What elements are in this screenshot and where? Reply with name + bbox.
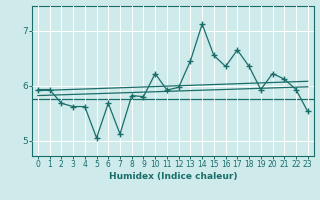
- X-axis label: Humidex (Indice chaleur): Humidex (Indice chaleur): [108, 172, 237, 181]
